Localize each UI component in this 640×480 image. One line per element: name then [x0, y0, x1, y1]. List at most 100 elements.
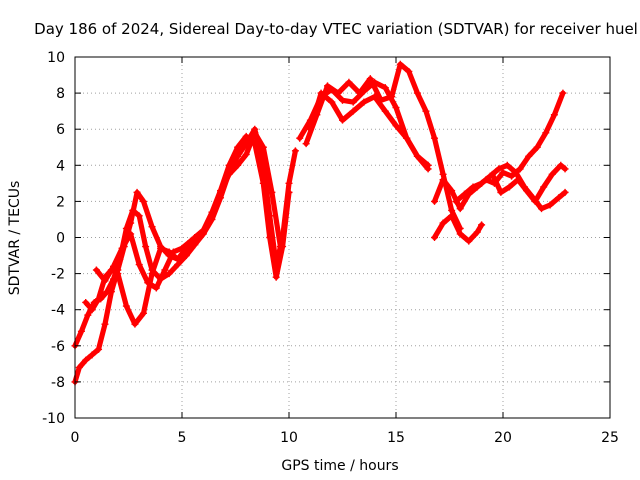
series-trace	[489, 162, 568, 204]
data-point	[505, 183, 513, 191]
data-point	[199, 226, 207, 234]
data-point	[324, 82, 332, 90]
data-point	[413, 89, 421, 97]
data-point	[317, 89, 325, 97]
data-point	[118, 244, 126, 252]
y-tick-label: 10	[47, 50, 65, 66]
data-point	[392, 122, 400, 130]
data-point	[448, 187, 456, 195]
x-tick-label: 5	[178, 430, 187, 446]
data-point	[165, 270, 173, 278]
data-point	[356, 89, 364, 97]
data-point	[499, 169, 507, 177]
data-point	[152, 284, 160, 292]
x-tick-label: 20	[494, 430, 512, 446]
data-point	[424, 165, 432, 173]
data-point	[92, 266, 100, 274]
data-point	[503, 161, 511, 169]
data-point	[82, 356, 90, 364]
data-point	[148, 223, 156, 231]
data-point	[360, 98, 368, 106]
data-point	[276, 243, 284, 251]
series-sat-j	[452, 161, 569, 213]
data-point	[101, 320, 109, 328]
series-trace	[307, 90, 431, 172]
data-point	[431, 197, 439, 205]
data-point	[540, 183, 548, 191]
data-point	[345, 78, 353, 86]
data-point	[456, 205, 464, 213]
data-point	[101, 277, 109, 285]
data-point	[225, 170, 233, 178]
data-point	[95, 295, 103, 303]
data-point	[366, 75, 374, 83]
data-point	[452, 197, 460, 205]
data-point	[381, 107, 389, 115]
data-point	[107, 288, 115, 296]
data-point	[139, 197, 147, 205]
data-point	[349, 98, 357, 106]
data-point	[538, 205, 546, 213]
data-point	[546, 201, 554, 209]
data-point	[516, 165, 524, 173]
data-point	[133, 188, 141, 196]
series-trace	[83, 130, 283, 327]
data-point	[268, 188, 276, 196]
y-tick-label: 8	[56, 86, 65, 102]
series-sat-d	[92, 230, 203, 292]
y-tick-label: -10	[42, 411, 65, 427]
series-sat-f	[302, 60, 464, 232]
data-point	[242, 132, 250, 140]
data-point	[339, 116, 346, 124]
data-point	[460, 190, 468, 198]
data-point	[285, 188, 293, 196]
data-point	[208, 212, 216, 220]
data-point	[75, 363, 83, 371]
data-point	[533, 143, 541, 151]
data-point	[448, 212, 456, 220]
data-point	[405, 67, 413, 75]
x-axis-label: GPS time / hours	[281, 458, 398, 474]
data-point	[95, 345, 103, 353]
y-tick-label: 4	[56, 158, 65, 174]
data-point	[473, 228, 481, 236]
data-point	[135, 212, 143, 220]
data-point	[548, 170, 556, 178]
x-tick-label: 10	[280, 430, 298, 446]
data-point	[88, 306, 96, 314]
data-point	[225, 161, 233, 169]
data-point	[266, 234, 274, 241]
data-point	[512, 169, 520, 177]
data-point	[439, 176, 447, 184]
data-point	[234, 143, 242, 151]
data-point	[88, 351, 96, 359]
data-point	[557, 161, 565, 169]
data-point	[195, 232, 203, 240]
y-tick-label: 6	[56, 122, 65, 138]
data-point	[157, 244, 165, 252]
data-point	[169, 248, 177, 256]
data-point	[127, 219, 135, 227]
data-point	[488, 170, 496, 178]
data-point	[217, 188, 225, 196]
y-axis-label: SDTVAR / TECUs	[7, 181, 23, 296]
x-tick-label: 0	[71, 430, 80, 446]
data-point	[122, 302, 130, 310]
y-axis-ticks: -10 -8 -6 -4 -2 0 2 4 6 8 10	[42, 50, 610, 427]
data-point	[514, 176, 522, 184]
data-point	[431, 134, 439, 142]
y-tick-label: -4	[51, 303, 65, 319]
data-point	[84, 311, 92, 319]
data-point	[523, 187, 531, 195]
data-point	[242, 150, 250, 158]
data-point	[139, 309, 147, 317]
data-point	[550, 111, 558, 119]
data-point	[296, 134, 304, 142]
data-point	[497, 188, 505, 196]
data-point	[413, 152, 421, 160]
data-point	[302, 140, 310, 148]
series-layer	[71, 60, 569, 386]
data-point	[285, 179, 293, 187]
data-point	[495, 165, 503, 173]
